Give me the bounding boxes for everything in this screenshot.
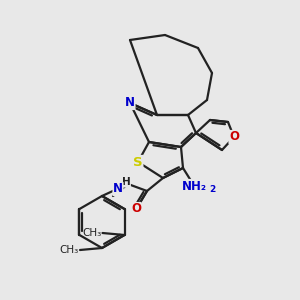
- Text: O: O: [131, 202, 141, 215]
- Text: H: H: [122, 177, 130, 187]
- Text: CH₃: CH₃: [60, 245, 79, 255]
- Text: S: S: [133, 155, 143, 169]
- Text: 2: 2: [209, 185, 215, 194]
- Text: N: N: [113, 182, 123, 196]
- Text: NH: NH: [186, 181, 206, 194]
- Text: CH₃: CH₃: [82, 228, 101, 238]
- Text: O: O: [229, 130, 239, 143]
- Text: NH₂: NH₂: [182, 179, 206, 193]
- Text: N: N: [125, 97, 135, 110]
